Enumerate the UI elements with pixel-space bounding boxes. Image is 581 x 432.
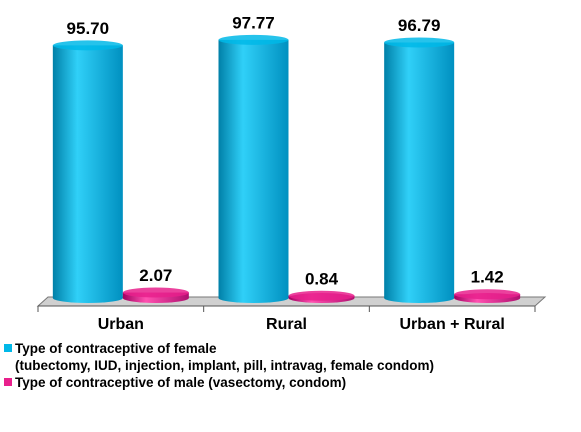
bar-top [384,37,455,48]
value-label: 97.77 [232,13,275,32]
legend-swatch [4,344,12,352]
bar-top [288,290,355,301]
bar [384,42,455,299]
legend-item: Type of contraceptive of male (vasectomy… [4,374,434,391]
value-label: 95.70 [67,19,110,38]
legend-label: Type of contraceptive of female (tubecto… [15,341,435,373]
plot: Urban 95.70 2.07 Rural 97.77 0.84 Urban + Rura… [36,13,547,333]
x-tick-label: Urban [98,316,144,333]
x-tick-label: Urban + Rural [399,316,504,333]
x-tick-label: Rural [266,316,307,333]
bar-top [454,289,521,300]
value-label: 2.07 [139,266,172,285]
bar-top [218,34,289,45]
bar-top [122,287,189,298]
value-label: 96.79 [398,16,441,35]
bar [218,39,289,298]
legend-swatch [4,378,12,386]
bar [52,45,123,298]
bar-top [52,40,123,51]
value-label: 1.42 [471,268,504,287]
legend-label: Type of contraceptive of male (vasectomy… [15,375,347,390]
legend-item: Type of contraceptive of female (tubecto… [4,340,434,374]
legend: Type of contraceptive of female (tubecto… [4,340,434,391]
value-label: 0.84 [305,269,339,288]
